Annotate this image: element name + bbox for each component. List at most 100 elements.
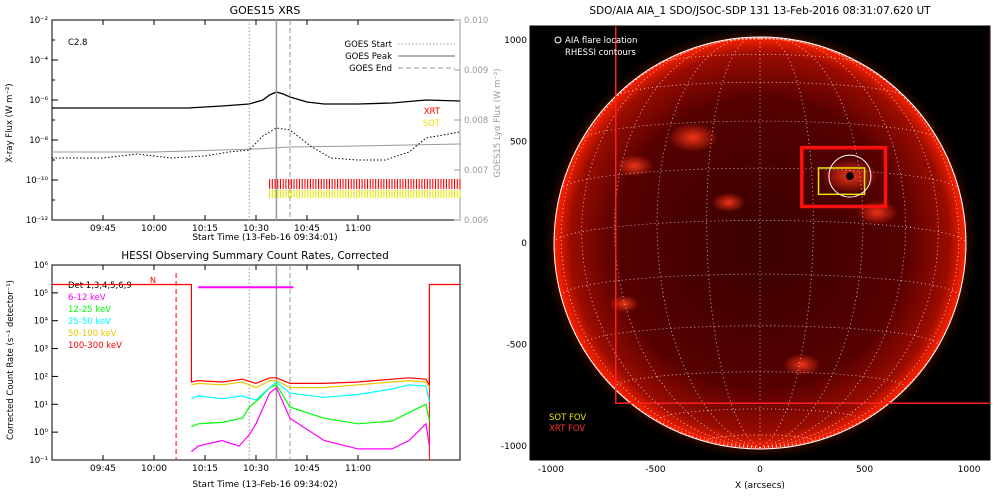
aia-x-tick-label: -500 bbox=[645, 465, 666, 475]
longitude-line bbox=[759, 36, 814, 449]
hessi-panel: HESSI Observing Summary Count Rates, Cor… bbox=[6, 250, 461, 490]
aia-fov-label: SOT FOV bbox=[549, 413, 586, 423]
goes-right-tick-label: 0.010 bbox=[464, 16, 488, 26]
goes-series-line bbox=[52, 143, 461, 153]
goes-right-tick-label: 0.006 bbox=[464, 216, 488, 226]
aia-y-tick-label: 1000 bbox=[504, 36, 527, 46]
hessi-y-tick-label: 10⁰ bbox=[34, 428, 49, 438]
hessi-x-tick-label: 10:00 bbox=[141, 464, 167, 474]
aia-legend: AIA flare location RHESSI contours SOT FOV… bbox=[549, 36, 637, 434]
hessi-axes: 09:45 10:00 10:15 10:30 10:45 11:00 10⁻¹ 10⁰ 10¹… bbox=[29, 261, 461, 474]
goes-y-tick-label: 10⁻⁸ bbox=[29, 136, 48, 146]
goes-legend-label: GOES End bbox=[349, 64, 392, 74]
active-region-glow bbox=[609, 295, 639, 313]
hessi-y-tick-label: 10⁴ bbox=[34, 317, 49, 327]
hessi-y-tick-label: 10³ bbox=[34, 345, 48, 355]
active-region-glow bbox=[668, 122, 719, 153]
hessi-series-line bbox=[191, 386, 430, 453]
latitude-line bbox=[706, 434, 814, 441]
hessi-y-axis-label: Corrected Count Rate (s⁻¹ detector⁻¹) bbox=[6, 280, 16, 440]
hessi-legend-label: 6-12 keV bbox=[68, 293, 106, 303]
longitude-line bbox=[759, 37, 960, 449]
latitude-line bbox=[581, 120, 939, 141]
rhessi-contour bbox=[845, 172, 854, 181]
longitude-line bbox=[706, 36, 761, 449]
hessi-legend: 6-12 keV 12-25 keV 25-50 keV 50-100 keV 100-… bbox=[68, 293, 122, 351]
hessi-series-line bbox=[191, 384, 430, 428]
hessi-x-axis-label: Start Time (13-Feb-16 09:34:02) bbox=[192, 480, 337, 490]
goes-panel-background bbox=[0, 0, 500, 250]
hessi-night-flag: N bbox=[150, 276, 156, 285]
hessi-x-tick-label: 10:30 bbox=[243, 464, 269, 474]
goes-legend-label: GOES Peak bbox=[345, 52, 392, 62]
fov-boxes bbox=[614, 26, 990, 404]
hessi-y-tick-label: 10¹ bbox=[34, 400, 48, 410]
solar-limb bbox=[553, 36, 967, 450]
latitude-line bbox=[581, 325, 939, 346]
aia-legend-label: AIA flare location bbox=[565, 36, 637, 46]
flare-location-circle bbox=[828, 154, 872, 198]
aia-y-tick-label: -1000 bbox=[501, 442, 527, 452]
aia-legend-label: RHESSI contours bbox=[565, 48, 636, 58]
goes-xrt-label: XRT bbox=[424, 107, 441, 117]
latitude-line bbox=[614, 81, 906, 99]
longitude-line bbox=[759, 36, 864, 449]
hessi-plot-frame bbox=[51, 264, 461, 461]
goes-y-axis-label-left: X-ray Flux (W m⁻²) bbox=[5, 83, 15, 162]
aia-panel: SDO/AIA AIA_1 SDO/JSOC-SDP 131 13-Feb-20… bbox=[501, 5, 991, 491]
longitude-line bbox=[560, 37, 761, 449]
hessi-x-tick-label: 11:00 bbox=[345, 464, 371, 474]
goes-panel: GOES15 XRS X-ray Flux (W m⁻²) GOES15 Lyα… bbox=[0, 0, 503, 250]
hessi-region-box bbox=[800, 145, 888, 209]
hessi-legend-label: 25-50 keV bbox=[68, 317, 111, 327]
hessi-y-tick-label: 10⁵ bbox=[34, 289, 48, 299]
aia-y-tick-label: 500 bbox=[510, 138, 527, 148]
goes-title: GOES15 XRS bbox=[230, 4, 301, 17]
aia-x-tick-label: 1000 bbox=[958, 465, 981, 475]
aia-x-tick-label: 500 bbox=[856, 465, 873, 475]
hessi-legend-label: 12-25 keV bbox=[68, 305, 111, 315]
aia-x-tick-label: -1000 bbox=[538, 465, 564, 475]
aia-legend-circle-marker bbox=[554, 36, 562, 44]
goes-y-tick-label: 10⁻² bbox=[29, 16, 48, 26]
hessi-y-tick-label: 10² bbox=[34, 372, 48, 382]
active-region-glow bbox=[615, 154, 654, 177]
aia-axes: -1000 -500 0 500 1000 -1000 -500 0 500 1000 bbox=[501, 36, 981, 475]
goes-series-line bbox=[52, 91, 461, 109]
hessi-series-line bbox=[191, 379, 430, 389]
sot-fov-box bbox=[817, 167, 866, 196]
goes-y-tick-label: 10⁻¹² bbox=[26, 216, 48, 226]
goes-flare-class: C2.8 bbox=[68, 38, 87, 48]
aia-x-tick-label: 0 bbox=[757, 465, 763, 475]
goes-y-tick-label: 10⁻⁶ bbox=[29, 96, 48, 106]
goes-y-tick-label: 10⁻⁴ bbox=[29, 56, 48, 66]
heliographic-grid bbox=[553, 36, 967, 449]
hessi-title: HESSI Observing Summary Count Rates, Cor… bbox=[121, 250, 389, 262]
goes-x-tick-label: 10:15 bbox=[192, 224, 218, 234]
goes-x-tick-label: 10:30 bbox=[243, 224, 269, 234]
hessi-series-line bbox=[191, 381, 430, 402]
longitude-line bbox=[581, 37, 761, 449]
goes-right-tick-label: 0.009 bbox=[464, 66, 488, 76]
goes-x-axis-label: Start Time (13-Feb-16 09:34:01) bbox=[192, 233, 337, 243]
latitude-line bbox=[656, 408, 864, 421]
hessi-x-tick-label: 10:45 bbox=[294, 464, 320, 474]
aia-fov-label: XRT FOV bbox=[549, 424, 585, 434]
aia-y-tick-label: 0 bbox=[521, 239, 527, 249]
goes-x-tick-label: 11:00 bbox=[345, 224, 371, 234]
hessi-x-tick-label: 09:45 bbox=[90, 464, 116, 474]
xrt-fov-box bbox=[614, 26, 990, 404]
hessi-x-tick-label: 10:15 bbox=[192, 464, 218, 474]
hessi-marks bbox=[52, 265, 460, 460]
hessi-detectors-label: Det 1,3,4,5,6,9 bbox=[68, 281, 132, 291]
latitude-line bbox=[656, 53, 864, 66]
goes-x-tick-label: 10:45 bbox=[294, 224, 320, 234]
aia-x-axis-label: X (arcsecs) bbox=[735, 481, 785, 491]
goes-sot-label: SOT bbox=[423, 119, 441, 129]
hessi-y-tick-label: 10⁻¹ bbox=[29, 456, 48, 466]
goes-x-tick-label: 10:00 bbox=[141, 224, 167, 234]
longitude-line bbox=[759, 37, 939, 449]
goes-legend-label: GOES Start bbox=[344, 40, 392, 50]
aia-title: SDO/AIA AIA_1 SDO/JSOC-SDP 131 13-Feb-20… bbox=[589, 5, 931, 17]
